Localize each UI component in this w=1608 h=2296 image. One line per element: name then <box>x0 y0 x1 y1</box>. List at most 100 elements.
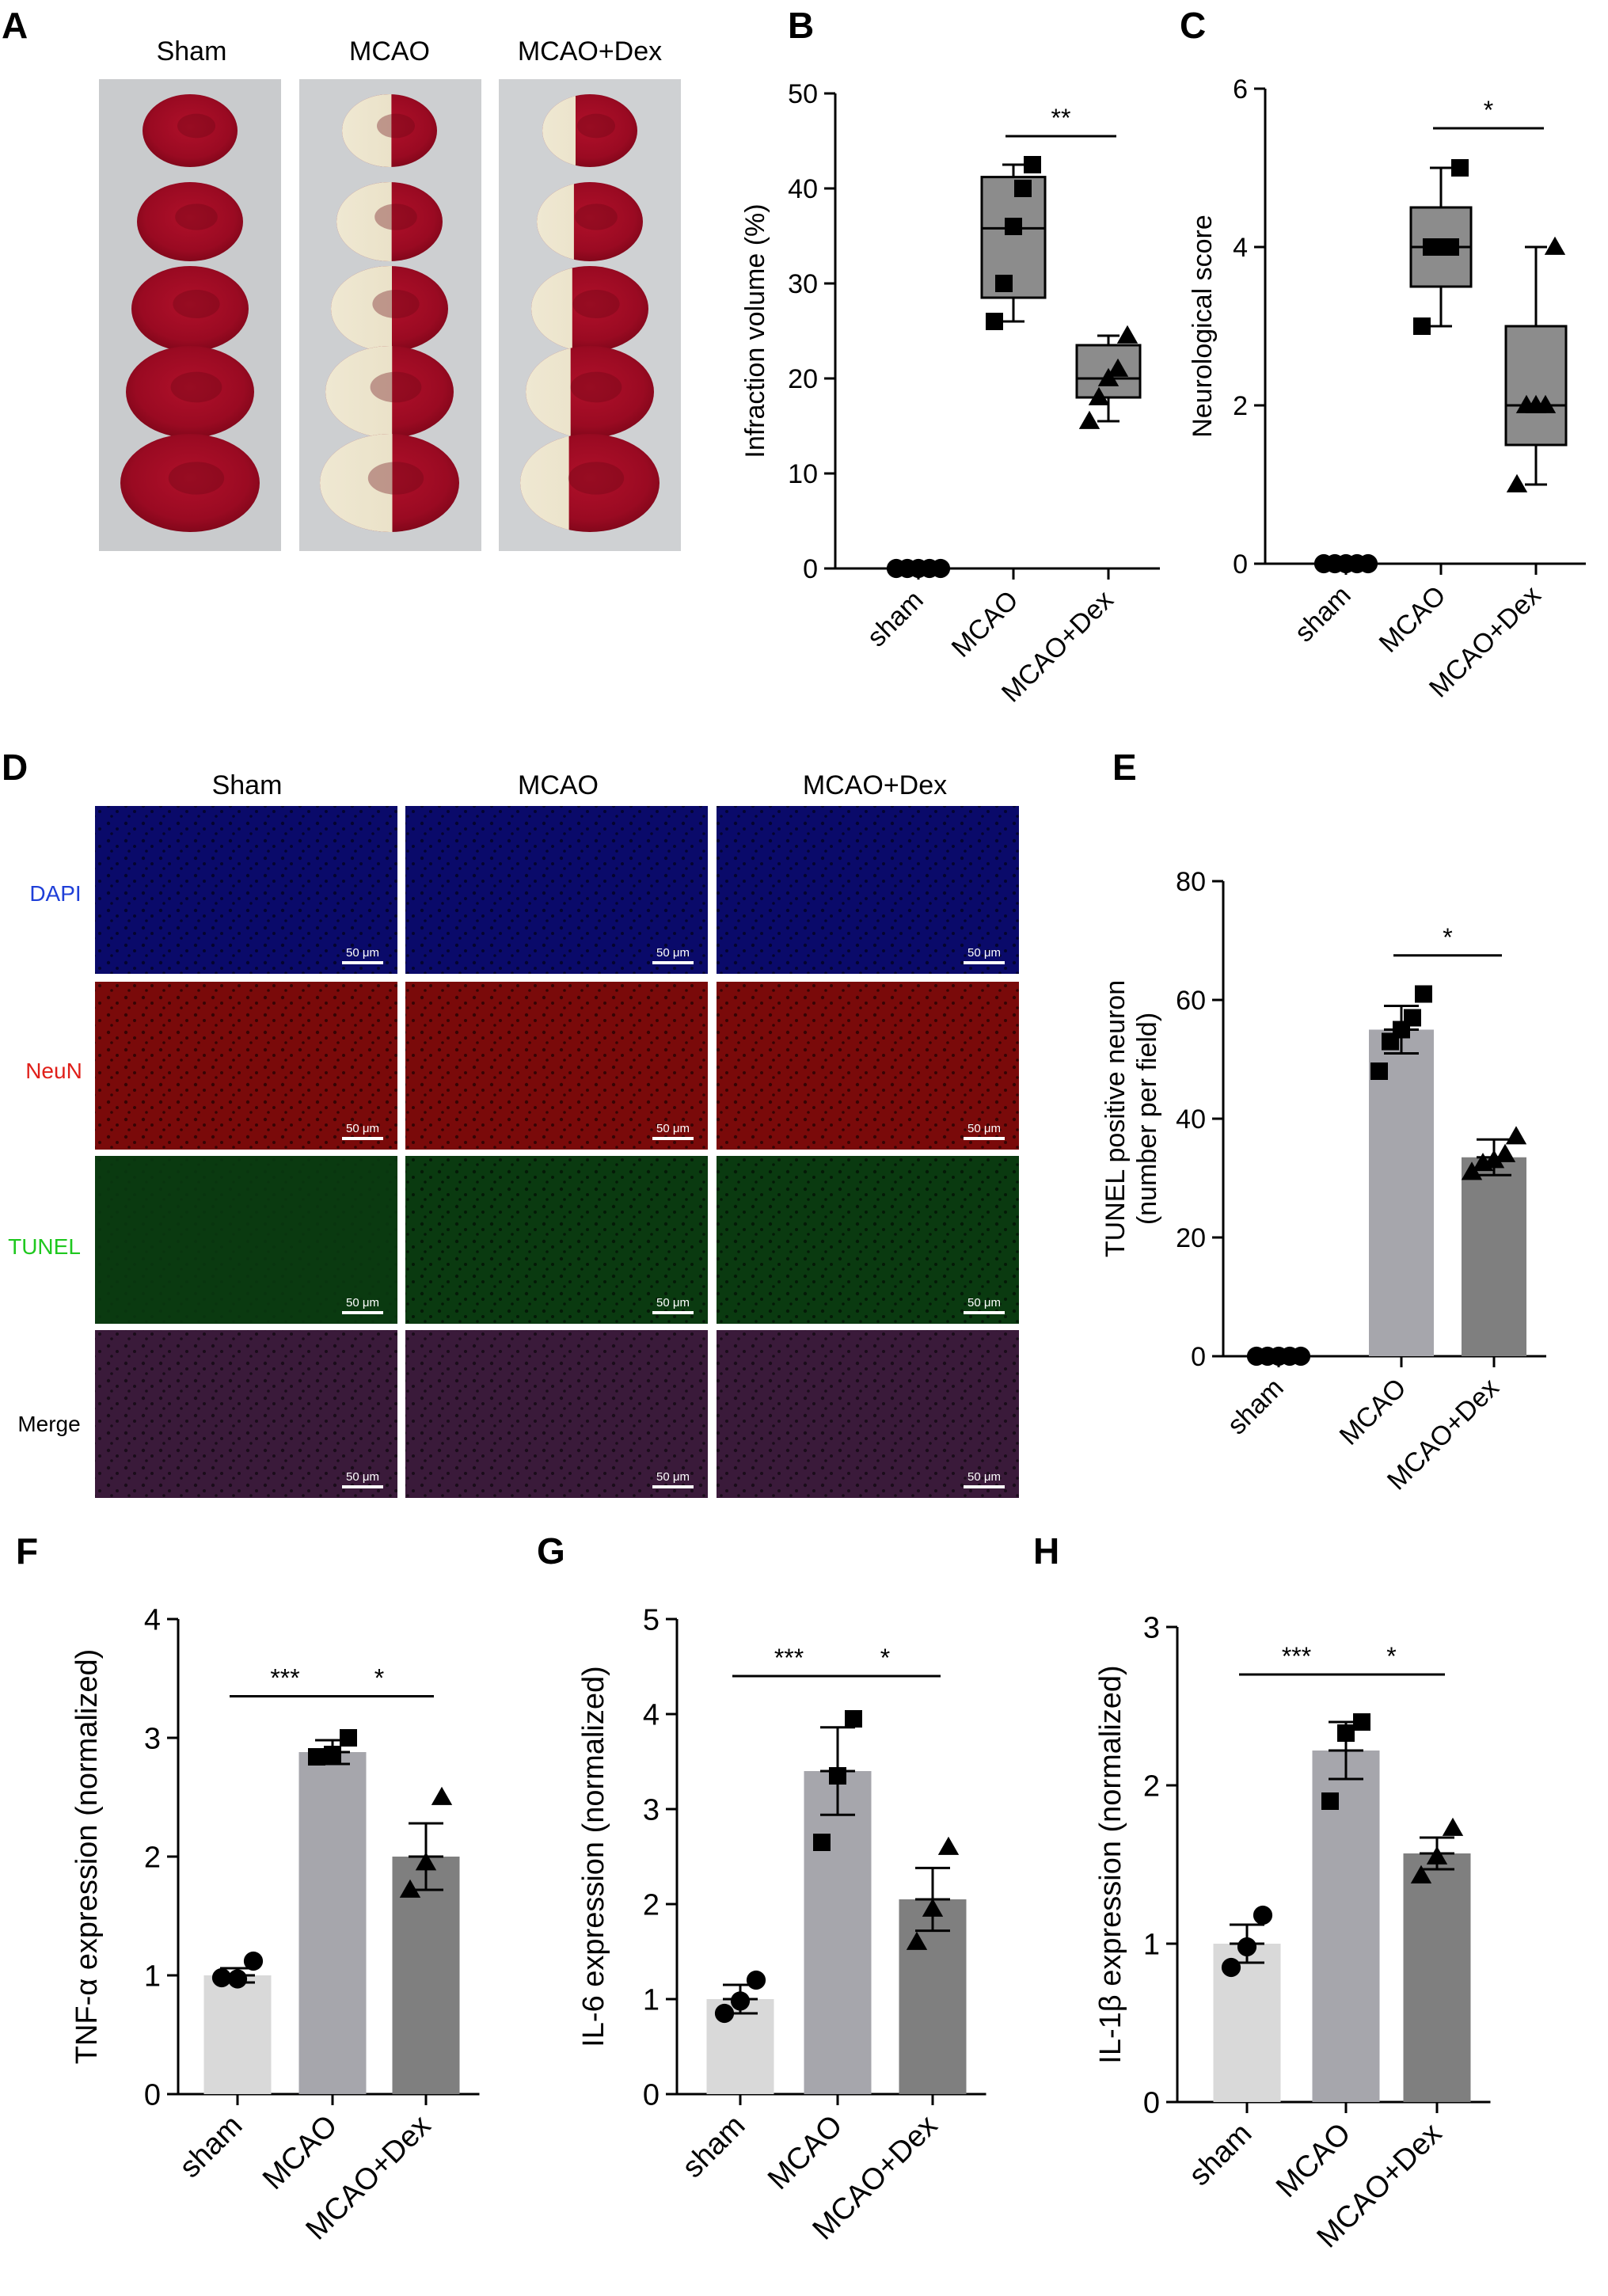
y-tick-label: 50 <box>788 79 818 109</box>
y-tick-label: 0 <box>144 2078 161 2112</box>
y-tick-label: 20 <box>1176 1223 1206 1253</box>
tile-nuclei <box>95 1330 397 1498</box>
data-point-circle <box>714 2003 735 2024</box>
scale-bar-label: 50 μm <box>346 1470 379 1484</box>
data-point-triangle <box>1088 386 1110 405</box>
brain-slice <box>520 434 660 532</box>
slice-texture <box>572 290 620 318</box>
y-tick-label: 10 <box>788 459 818 489</box>
data-point-triangle <box>431 1786 453 1805</box>
y-tick-label: 4 <box>144 1603 161 1636</box>
slice-texture <box>577 113 615 139</box>
scale-bar-label: 50 μm <box>967 1122 1001 1135</box>
x-tick-label: MCAO <box>1270 2117 1357 2204</box>
data-point-circle <box>211 1967 232 1988</box>
panel-letter-g: G <box>537 1530 565 1572</box>
data-point-square <box>845 1710 862 1728</box>
slice-texture <box>168 462 225 495</box>
brain-slice <box>526 346 654 438</box>
data-point-square <box>1370 1062 1388 1080</box>
data-point-triangle <box>1483 1150 1505 1169</box>
data-point-triangle <box>1544 236 1566 255</box>
y-tick-label: 0 <box>803 554 818 584</box>
data-point-square <box>1353 1713 1370 1731</box>
slice-texture <box>170 371 222 403</box>
y-tick-label: 80 <box>1176 867 1206 897</box>
data-point-square <box>1337 1724 1355 1742</box>
row-label-tunel: TUNEL <box>8 1234 81 1259</box>
y-axis-label: Neurological score <box>1188 215 1218 438</box>
panel-d-header-mcao: MCAO <box>518 770 599 800</box>
data-point-square <box>995 275 1013 292</box>
data-point-triangle <box>937 1836 960 1855</box>
panel-d-fluorescence-grid: Sham MCAO MCAO+Dex DAPI NeuN TUNEL Merge… <box>8 770 1019 1498</box>
data-point-circle <box>1253 1905 1273 1925</box>
fluorescence-tile: 50 μm <box>405 982 708 1150</box>
brain-slice <box>143 94 238 167</box>
bar <box>203 1975 272 2094</box>
slice-infarct-region <box>342 94 392 167</box>
data-point-triangle <box>1410 1865 1432 1884</box>
y-tick-label: 1 <box>144 1960 161 1993</box>
slice-infarct-region <box>526 348 571 436</box>
x-tick-label: MCAO <box>257 2109 344 2196</box>
tile-nuclei <box>405 1156 708 1324</box>
data-point-triangle <box>1506 473 1528 492</box>
bar <box>1462 1157 1526 1356</box>
box <box>1504 325 1568 447</box>
data-point-circle <box>1291 1346 1311 1367</box>
tile-nuclei <box>717 982 1019 1150</box>
box <box>980 176 1047 299</box>
y-tick-label: 3 <box>144 1722 161 1755</box>
data-point-square <box>308 1748 325 1766</box>
fluorescence-tile: 50 μm <box>405 806 708 974</box>
tile-nuclei <box>717 806 1019 974</box>
slice-red-tissue <box>143 94 238 167</box>
brain-slice <box>537 182 643 261</box>
bar <box>298 1752 367 2094</box>
slice-infarct-region <box>320 434 393 532</box>
significance-label: *** <box>774 1644 804 1672</box>
data-point-triangle <box>906 1931 928 1950</box>
chart-b-infarct-volume: 0 10 20 30 40 50 Infraction volume (%) sham MCAO… <box>740 79 1160 709</box>
scale-bar-label: 50 μm <box>656 1122 690 1135</box>
x-tick-label: sham <box>676 2109 751 2184</box>
fluorescence-tile: 50 μm <box>717 982 1019 1150</box>
brain-slice <box>120 434 260 532</box>
chart-h-il1b: 0 1 2 3 IL-1β expression (normalized) sham MCA… <box>1094 1611 1491 2254</box>
data-point-circle <box>1221 1957 1241 1978</box>
y-tick-label: 2 <box>1143 1770 1160 1803</box>
brain-slice <box>320 434 459 532</box>
scale-bar-label: 50 μm <box>656 1470 690 1484</box>
panel-letter-b: B <box>788 5 814 46</box>
data-point-triangle <box>1442 1817 1464 1836</box>
x-tick-label: MCAO <box>1374 580 1452 659</box>
panel-letter-a: A <box>2 5 28 46</box>
data-point-triangle <box>1116 325 1139 344</box>
significance-label: * <box>880 1644 890 1672</box>
y-tick-label: 5 <box>643 1603 660 1636</box>
data-point-triangle <box>399 1879 421 1898</box>
panel-a-header-mcao-dex: MCAO+Dex <box>518 36 662 67</box>
panel-d-header-mcao-dex: MCAO+Dex <box>803 770 947 800</box>
y-tick-label: 2 <box>643 1888 660 1922</box>
slice-red-tissue <box>126 346 254 438</box>
slice-infarct-region <box>520 435 569 530</box>
significance-label: *** <box>1282 1642 1311 1671</box>
y-tick-label: 0 <box>643 2078 660 2112</box>
slice-texture <box>370 371 422 403</box>
y-tick-label: 6 <box>1233 74 1248 105</box>
y-axis-label: TNF-α expression (normalized) <box>70 1649 104 2065</box>
slice-texture <box>575 203 618 230</box>
slice-red-tissue <box>120 434 260 532</box>
y-tick-label: 1 <box>643 1983 660 2017</box>
y-axis-label: IL-6 expression (normalized) <box>577 1666 610 2047</box>
bar <box>392 1857 460 2094</box>
data-point-triangle <box>415 1852 437 1871</box>
data-point-square <box>1024 156 1041 173</box>
slice-texture <box>177 113 215 139</box>
data-point-circle <box>930 558 951 579</box>
data-point-triangle <box>1461 1161 1483 1180</box>
brain-slice <box>336 182 443 261</box>
